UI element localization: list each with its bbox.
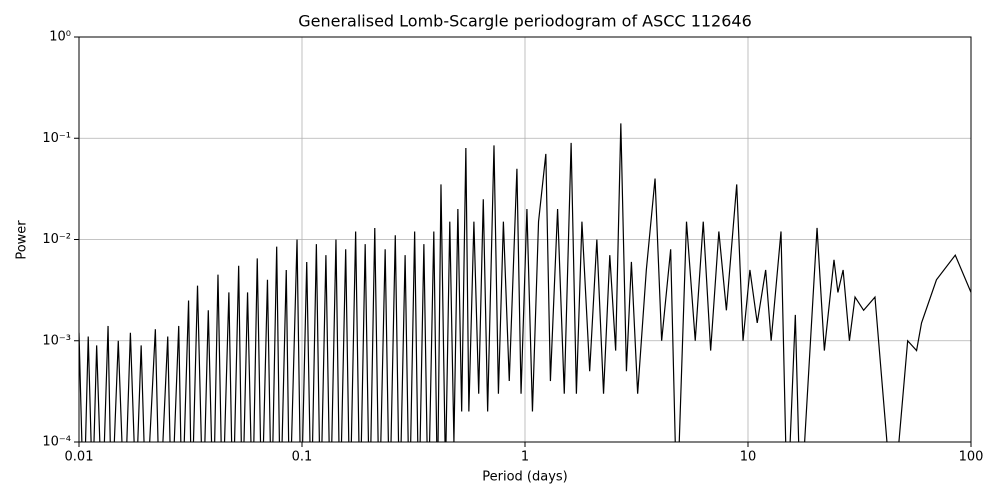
plot-frame [78,36,972,443]
y-tick-label: 10⁰ [49,30,71,45]
x-axis-label: Period (days) [482,470,568,485]
y-axis-label: Power [15,220,30,260]
x-tick-label: 1 [521,450,529,465]
chart-title: Generalised Lomb-Scargle periodogram of … [298,12,752,31]
x-tick-label: 10 [740,450,757,465]
periodogram-line [79,123,971,442]
x-tick-label: 100 [959,450,984,465]
x-tick-label: 0.01 [65,450,94,465]
y-tick-label: 10⁻² [42,232,71,247]
x-tick-label: 0.1 [292,450,313,465]
y-tick-label: 10⁻⁴ [42,435,71,450]
y-tick-label: 10⁻³ [42,333,71,348]
y-tick-label: 10⁻¹ [42,131,71,146]
